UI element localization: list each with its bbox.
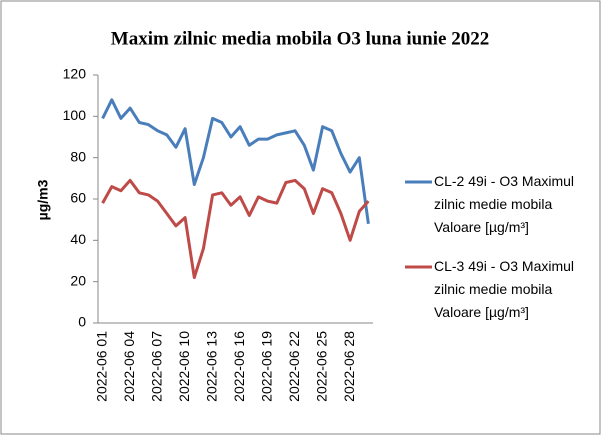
x-tick-label: 2022-06 04 xyxy=(121,331,137,402)
x-tick-label: 2022-06 01 xyxy=(93,331,109,402)
series-line xyxy=(101,98,370,225)
series-line xyxy=(101,178,370,279)
y-tick-label: 80 xyxy=(70,148,86,164)
x-tick-label: 2022-06 25 xyxy=(313,331,329,402)
x-tick-label: 2022-06 22 xyxy=(286,331,302,402)
x-tick-label: 2022-06 28 xyxy=(341,331,357,402)
y-tick-label: 100 xyxy=(63,107,87,123)
x-tick-label: 2022-06 13 xyxy=(203,331,219,402)
x-tick-label: 2022-06 10 xyxy=(176,331,192,402)
y-tick-label: 0 xyxy=(78,314,86,330)
legend-label: CL-3 49i - O3 Maximul zilnic medie mobil… xyxy=(434,258,575,320)
y-tick-label: 40 xyxy=(70,231,86,247)
y-axis-label: µg/m3 xyxy=(35,179,51,220)
x-tick-label: 2022-06 16 xyxy=(231,331,247,402)
y-tick-label: 120 xyxy=(63,66,87,82)
x-tick-label: 2022-06 19 xyxy=(258,331,274,402)
y-tick-label: 60 xyxy=(70,190,86,206)
chart-title: Maxim zilnic media mobila O3 luna iunie … xyxy=(111,28,489,49)
y-tick-label: 20 xyxy=(70,272,86,288)
legend-label: CL-2 49i - O3 Maximul zilnic medie mobil… xyxy=(434,173,575,235)
x-tick-label: 2022-06 07 xyxy=(148,331,164,402)
